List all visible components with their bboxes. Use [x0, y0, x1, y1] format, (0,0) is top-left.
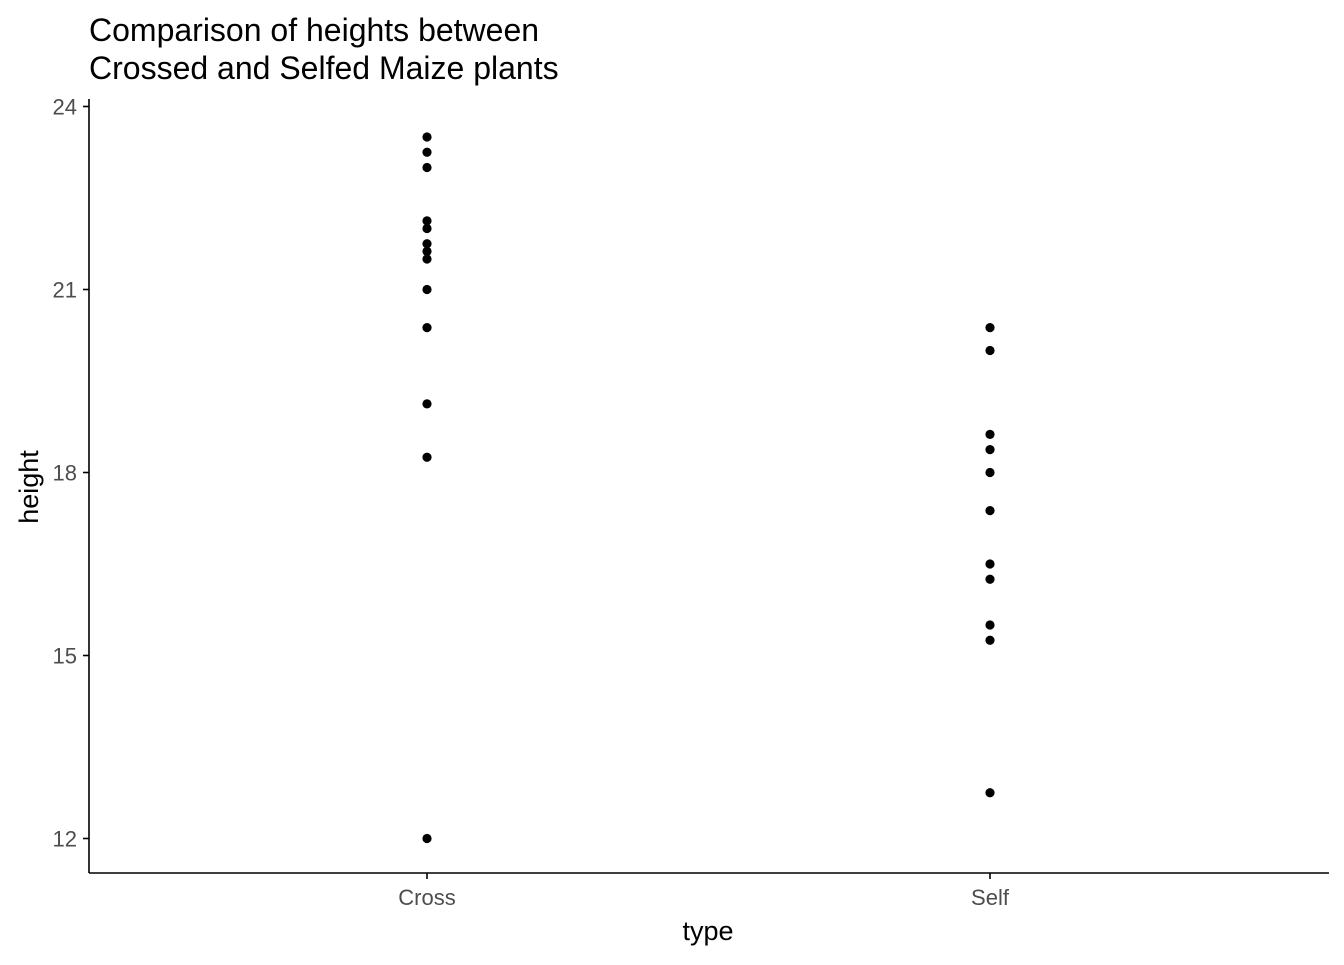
data-point-cross [422, 323, 432, 333]
chart-title-line-2: Crossed and Selfed Maize plants [89, 50, 559, 86]
data-point-self [985, 506, 995, 516]
y-tick-label: 12 [53, 827, 77, 852]
data-point-cross [422, 162, 432, 173]
x-tick-label: Self [971, 885, 1010, 910]
chart-title-line-1: Comparison of heights between [89, 12, 539, 48]
x-axis-ticks: Cross Self [398, 873, 1010, 910]
data-point-self [985, 445, 995, 455]
data-point-cross [422, 452, 432, 462]
y-axis-ticks: 12 15 18 21 24 [53, 95, 89, 852]
y-axis-title: height [14, 450, 44, 524]
data-point-self [985, 620, 995, 630]
data-point-cross [422, 833, 432, 844]
y-tick-label: 21 [53, 278, 77, 303]
data-points [422, 132, 995, 844]
data-point-cross [422, 399, 432, 409]
axes [88, 99, 1329, 874]
data-point-self [985, 323, 995, 333]
y-tick-label: 15 [53, 644, 77, 669]
chart-title: Comparison of heights between Crossed an… [89, 12, 559, 86]
y-tick-label: 18 [53, 461, 77, 486]
data-point-self [985, 467, 995, 478]
x-axis-title: type [682, 916, 733, 946]
data-point-cross [422, 254, 432, 264]
data-point-cross [422, 284, 432, 295]
data-point-self [985, 574, 995, 584]
x-tick-label: Cross [398, 885, 455, 910]
data-point-self [985, 559, 995, 569]
data-point-cross [422, 147, 432, 157]
data-point-cross [422, 239, 432, 249]
data-point-cross [422, 216, 432, 226]
y-tick-label: 24 [53, 95, 77, 120]
data-point-cross [422, 132, 432, 142]
data-point-cross [422, 246, 432, 256]
data-point-cross [422, 223, 432, 234]
data-point-self [985, 429, 995, 439]
data-point-self [985, 635, 995, 645]
data-point-self [985, 345, 995, 356]
data-point-self [985, 788, 995, 798]
